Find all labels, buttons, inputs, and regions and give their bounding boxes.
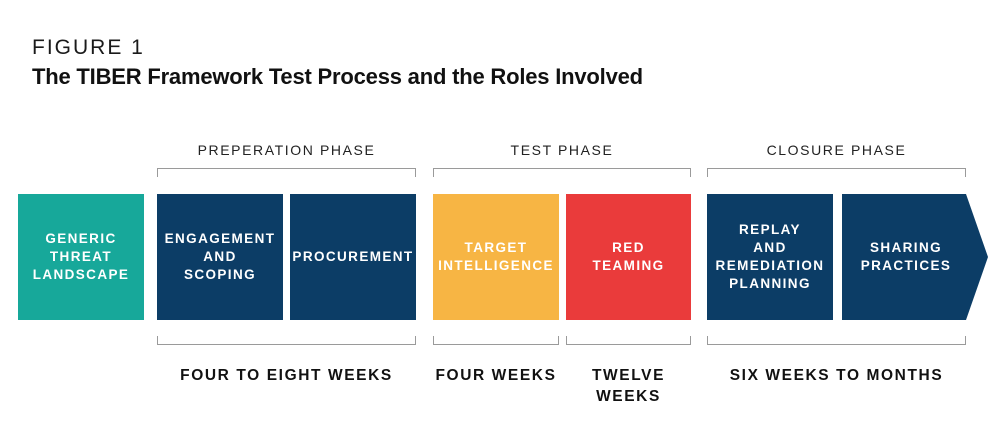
duration-target-intel: FOUR WEEKS — [435, 367, 557, 384]
bracket-bottom-preparation — [157, 336, 416, 345]
step-replay-and-remediation: REPLAY AND REMEDIATION PLANNING — [707, 194, 833, 320]
step-label-procurement: PROCUREMENT — [292, 249, 414, 264]
bracket-top-preparation — [157, 168, 416, 177]
step-label-red-teaming: RED TEAMING — [592, 240, 665, 273]
step-target-intelligence: TARGET INTELLIGENCE — [433, 194, 559, 320]
step-label-threat-landscape: GENERIC THREAT LANDSCAPE — [32, 231, 130, 282]
bracket-top-closure — [707, 168, 966, 177]
phase-label-preparation: PREPERATION PHASE — [197, 142, 376, 158]
bracket-bottom-closure — [707, 336, 966, 345]
phase-label-test: TEST PHASE — [510, 142, 614, 158]
figure-label: FIGURE 1 — [32, 36, 145, 59]
duration-red-teaming: TWELVE WEEKS — [591, 367, 666, 405]
duration-preparation: FOUR TO EIGHT WEEKS — [180, 367, 393, 384]
step-label-target-intel: TARGET INTELLIGENCE — [438, 240, 554, 273]
step-label-replay: REPLAY AND REMEDIATION PLANNING — [715, 222, 825, 291]
step-label-engagement: ENGAGEMENT AND SCOPING — [164, 231, 276, 282]
step-label-sharing: SHARING PRACTICES — [860, 240, 952, 273]
step-engagement-and-scoping: ENGAGEMENT AND SCOPING — [157, 194, 283, 320]
step-generic-threat-landscape: GENERIC THREAT LANDSCAPE — [18, 194, 144, 320]
figure-title: The TIBER Framework Test Process and the… — [32, 64, 643, 89]
bracket-top-test — [433, 168, 691, 177]
bracket-bottom-red-teaming — [566, 336, 691, 345]
arrow-shape-icon — [842, 194, 988, 320]
step-sharing-practices: SHARING PRACTICES — [842, 194, 988, 320]
bracket-bottom-target-intel — [433, 336, 559, 345]
step-procurement: PROCUREMENT — [290, 194, 416, 320]
duration-closure: SIX WEEKS TO MONTHS — [729, 367, 944, 384]
step-red-teaming: RED TEAMING — [566, 194, 691, 320]
phase-label-closure: CLOSURE PHASE — [766, 142, 907, 158]
